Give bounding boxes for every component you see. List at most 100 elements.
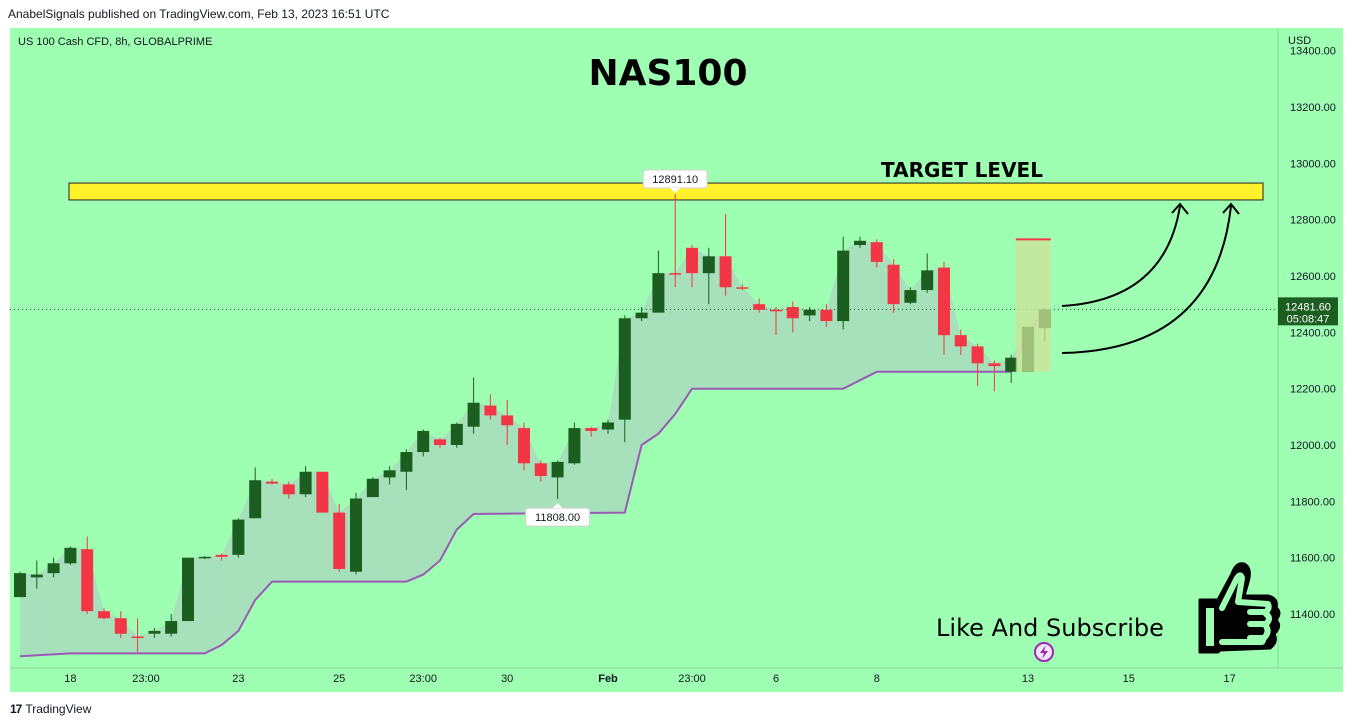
low-marker-label: 11808.00: [535, 512, 580, 524]
time-tick-label: 18: [64, 673, 76, 685]
candle-body[interactable]: [837, 250, 850, 322]
arrow-head-1: [1171, 202, 1189, 215]
candle-body[interactable]: [450, 423, 463, 445]
candle-body[interactable]: [988, 363, 1001, 367]
candle-body[interactable]: [148, 630, 161, 634]
candle-body[interactable]: [786, 306, 799, 319]
low-marker: 11808.00: [525, 503, 591, 527]
candle-body[interactable]: [635, 312, 648, 319]
candle-body[interactable]: [232, 519, 245, 555]
tradingview-logo-icon: 17: [10, 702, 22, 716]
candle-body[interactable]: [887, 264, 900, 305]
candle-body[interactable]: [366, 478, 379, 498]
candle-body[interactable]: [467, 402, 480, 427]
candle-body[interactable]: [417, 430, 430, 453]
candle-body[interactable]: [618, 318, 631, 420]
candle-body[interactable]: [165, 621, 178, 634]
candle-body[interactable]: [434, 439, 446, 445]
overlay-layer: 12891.10 11808.00 Like And Subscribe: [525, 169, 1240, 642]
time-axis: 18 23:00 23 25 23:00 30 Feb 23:00 6 8 13 15 17: [64, 673, 1235, 685]
price-tick-label: 11600.00: [1290, 553, 1335, 565]
candle-body[interactable]: [30, 574, 43, 578]
candle-body[interactable]: [870, 242, 883, 262]
candle-body[interactable]: [921, 270, 934, 291]
candle-body[interactable]: [198, 556, 211, 559]
candle-body[interactable]: [131, 636, 144, 639]
candle-body[interactable]: [501, 415, 514, 426]
bar-countdown: 05:08:47: [1287, 313, 1330, 325]
time-tick-label: 8: [874, 673, 880, 685]
last-price-tag: [1278, 297, 1338, 326]
candle-body[interactable]: [400, 452, 413, 472]
price-tick-label: 12600.00: [1290, 271, 1336, 283]
candle-body[interactable]: [954, 335, 967, 347]
candle-body[interactable]: [854, 240, 866, 246]
candle-body[interactable]: [1005, 357, 1018, 372]
candle-body[interactable]: [182, 557, 194, 622]
candle-body[interactable]: [114, 618, 127, 634]
candle-body[interactable]: [753, 304, 766, 310]
candle-body[interactable]: [249, 480, 262, 519]
price-axis: 13400.00 13200.00 13000.00 12800.00 12600.00…: [1278, 46, 1338, 621]
price-tick-label: 13400.00: [1290, 46, 1336, 58]
candle-body[interactable]: [316, 471, 329, 513]
time-tick-label: 6: [773, 673, 779, 685]
candle-body[interactable]: [383, 470, 396, 478]
candle-body[interactable]: [652, 273, 665, 313]
time-tick-label: 23:00: [132, 673, 160, 685]
price-tick-label: 11800.00: [1290, 496, 1335, 508]
tradingview-brand-text: TradingView: [25, 702, 92, 716]
candle-body[interactable]: [484, 405, 497, 416]
channel-lower-line: [19, 370, 1012, 658]
currency-label: USD: [1288, 35, 1311, 47]
candle-body[interactable]: [98, 611, 110, 619]
tradingview-brand[interactable]: 17 TradingView: [10, 702, 91, 716]
candle-body[interactable]: [350, 498, 362, 572]
candle-body[interactable]: [803, 309, 816, 316]
candle-body[interactable]: [702, 256, 715, 274]
candle-body[interactable]: [81, 549, 94, 612]
candle-body[interactable]: [518, 428, 530, 464]
candle-body[interactable]: [602, 422, 614, 430]
candle-body[interactable]: [904, 290, 917, 303]
candle-body[interactable]: [585, 428, 598, 431]
candle-body[interactable]: [64, 547, 77, 564]
price-tick-label: 12800.00: [1290, 215, 1336, 227]
candle-body[interactable]: [736, 287, 749, 289]
channel-layer: [19, 240, 1045, 658]
candle-body[interactable]: [719, 256, 732, 288]
candle-body[interactable]: [820, 309, 833, 322]
candle-body[interactable]: [686, 247, 698, 274]
candle-body[interactable]: [669, 273, 682, 275]
high-marker-pointer: [670, 188, 681, 194]
arrow-curve-1: [1061, 205, 1181, 307]
candle-body[interactable]: [333, 512, 346, 569]
candle-body[interactable]: [534, 463, 547, 476]
projection-box[interactable]: [1015, 239, 1051, 372]
lightning-icon[interactable]: [1034, 642, 1054, 662]
candle-body[interactable]: [14, 573, 26, 598]
candle-body[interactable]: [551, 461, 564, 478]
candle-body[interactable]: [938, 267, 950, 336]
arrow-head-2: [1222, 202, 1240, 215]
candle-body[interactable]: [971, 346, 984, 364]
candle-body[interactable]: [266, 481, 278, 484]
candle-body[interactable]: [215, 554, 228, 557]
chart-title: NAS100: [588, 53, 747, 94]
candle-body[interactable]: [770, 309, 782, 312]
low-marker-pointer: [552, 503, 563, 509]
high-marker-label: 12891.10: [652, 174, 698, 186]
last-price-value: 12481.60: [1285, 301, 1331, 313]
candle-body[interactable]: [282, 484, 295, 495]
time-tick-label: Feb: [598, 673, 618, 685]
candle-body[interactable]: [47, 563, 60, 574]
candle-body[interactable]: [299, 471, 312, 495]
time-tick-label: 25: [333, 673, 345, 685]
price-tick-label: 12200.00: [1290, 384, 1336, 396]
time-tick-label: 23: [232, 673, 244, 685]
time-tick-label: 23:00: [409, 673, 437, 685]
candle-body[interactable]: [568, 428, 581, 464]
target-level-label: TARGET LEVEL: [881, 158, 1043, 182]
price-tick-label: 13000.00: [1290, 158, 1336, 170]
